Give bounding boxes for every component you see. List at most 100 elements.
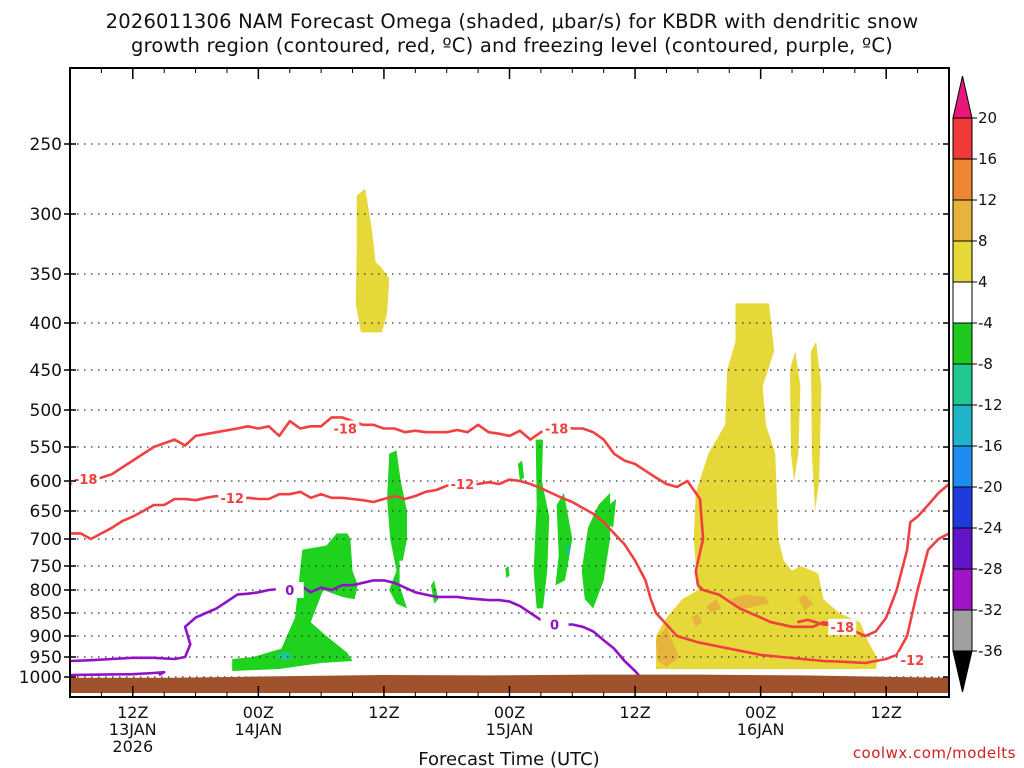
x-tick-label: 12Z — [619, 703, 650, 722]
ground-terrain — [70, 674, 949, 693]
dgz-top-label-3: -18 — [545, 423, 569, 438]
colorbar-label: -4 — [978, 314, 993, 332]
colorbar-segment-6 — [952, 322, 973, 365]
sinking-region-5 — [714, 648, 732, 667]
sinking-region-2 — [656, 303, 878, 669]
y-tick-label-800: 800 — [30, 581, 62, 601]
y-tick-label-600: 600 — [30, 472, 62, 492]
y-tick-label-350: 350 — [30, 265, 62, 285]
colorbar-segment-11 — [952, 527, 973, 570]
dgz-top-label-2-bg — [331, 420, 360, 437]
y-tick-label-500: 500 — [30, 401, 62, 421]
freezing-level-contour-2 — [69, 670, 166, 677]
sinking-region-3 — [789, 351, 801, 481]
rising-region-1 — [232, 533, 358, 671]
colorbar-label: 4 — [978, 273, 988, 291]
sinking-region-4 — [810, 341, 822, 511]
colorbar-label: -20 — [978, 478, 1003, 496]
colorbar-segment-4 — [952, 240, 973, 283]
dgz-bottom-label-1: -12 — [220, 492, 244, 507]
dgz-top-label-4-bg — [828, 618, 857, 635]
rising-region-3 — [431, 580, 439, 604]
dgz-bottom-label-3-bg — [898, 652, 927, 669]
strong-rising-spot — [277, 652, 292, 661]
dgz-top-label-4: -18 — [831, 621, 855, 636]
freezing-label-1: 0 — [285, 584, 294, 599]
y-tick-label-700: 700 — [30, 530, 62, 550]
x-tick-label: 12Z — [871, 703, 902, 722]
x-tick-label: 00Z — [243, 703, 274, 722]
colorbar-label: 16 — [978, 150, 997, 168]
dgz-bottom-label-2: -12 — [451, 478, 475, 493]
dgz-bottom-label-2-bg — [448, 476, 477, 492]
colorbar-label: -28 — [978, 560, 1003, 578]
colorbar-label: 20 — [978, 109, 997, 127]
colorbar-segment-8 — [952, 404, 973, 447]
colorbar-segment-7 — [952, 363, 973, 406]
strong-sinking-region-3 — [731, 594, 769, 609]
strong-sinking-region-5 — [691, 613, 702, 627]
dgz-bottom-label-1-bg — [218, 489, 247, 506]
y-tick-label-750: 750 — [30, 557, 62, 577]
x-tick-label: 00Z — [494, 703, 525, 722]
freezing-label-2: 0 — [550, 619, 559, 634]
y-tick-label-450: 450 — [30, 361, 62, 381]
colorbar-label: -8 — [978, 355, 993, 373]
colorbar-segment-10 — [952, 486, 973, 529]
chart-title-line-2: growth region (contoured, red, ºC) and f… — [131, 34, 893, 57]
dgz-bottom-label-3: -12 — [901, 654, 925, 669]
colorbar-segment-2 — [952, 158, 973, 201]
rising-region-6 — [533, 439, 550, 609]
colorbar-label: -32 — [978, 601, 1003, 619]
strong-sinking-region-4 — [798, 594, 813, 611]
freezing-label-2-bg — [540, 616, 569, 633]
rising-region-7 — [555, 493, 573, 586]
x-year-label: 2026 — [112, 737, 153, 756]
colorbar-label: -24 — [978, 519, 1003, 537]
y-tick-label-250: 250 — [30, 135, 62, 155]
rising-region-2 — [387, 450, 407, 609]
y-tick-label-400: 400 — [30, 314, 62, 334]
colorbar-top-arrow — [952, 75, 973, 119]
strong-rising-spot-2 — [566, 544, 570, 555]
x-axis-title: Forecast Time (UTC) — [418, 749, 599, 768]
sinking-region-1 — [355, 188, 390, 333]
colorbar-segment-1 — [952, 117, 973, 160]
rising-region-5 — [505, 566, 510, 578]
dgz-top-label-2: -18 — [333, 423, 357, 438]
colorbar-label: -16 — [978, 437, 1003, 455]
colorbar-label: -36 — [978, 642, 1003, 660]
colorbar-bottom-arrow — [952, 650, 973, 693]
colorbar-label: 12 — [978, 191, 997, 209]
rising-region-9 — [608, 499, 617, 528]
strong-sinking-region-2 — [706, 599, 721, 613]
dgz-top-label-1: -18 — [74, 473, 98, 488]
y-tick-label-950: 950 — [30, 648, 62, 668]
rising-region-4 — [517, 460, 525, 481]
y-tick-label-550: 550 — [30, 438, 62, 458]
x-tick-label: 12Z — [117, 703, 148, 722]
credit-link[interactable]: coolwx.com/modelts — [852, 744, 1016, 762]
colorbar-segment-12 — [952, 568, 973, 611]
dgz-top-label-3-bg — [542, 420, 571, 437]
x-tick-label: 12Z — [368, 703, 399, 722]
x-date-label: 14JAN — [234, 720, 282, 739]
y-tick-label-650: 650 — [30, 502, 62, 522]
y-tick-label-900: 900 — [30, 627, 62, 647]
colorbar-segment-9 — [952, 445, 973, 488]
y-tick-label-850: 850 — [30, 604, 62, 624]
colorbar-label: 8 — [978, 232, 988, 250]
x-date-label: 15JAN — [486, 720, 534, 739]
x-date-label: 16JAN — [737, 720, 785, 739]
colorbar-segment-5 — [952, 281, 973, 324]
x-date-label: 13JAN — [109, 720, 157, 739]
dgz-top-contour — [69, 416, 950, 638]
colorbar-segment-13 — [952, 609, 973, 652]
chart-title-line-1: 2026011306 NAM Forecast Omega (shaded, μ… — [105, 10, 919, 33]
freezing-label-1-bg — [275, 582, 304, 598]
y-tick-label-1000: 1000 — [19, 668, 62, 688]
x-tick-label: 00Z — [745, 703, 776, 722]
colorbar-label: -12 — [978, 396, 1003, 414]
y-tick-label-300: 300 — [30, 205, 62, 225]
